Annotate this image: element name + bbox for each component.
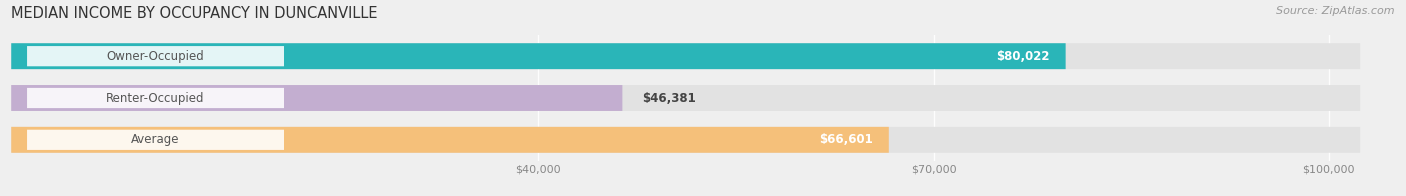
FancyBboxPatch shape bbox=[11, 127, 889, 153]
FancyBboxPatch shape bbox=[11, 43, 1360, 69]
Text: Renter-Occupied: Renter-Occupied bbox=[107, 92, 205, 104]
FancyBboxPatch shape bbox=[11, 85, 1360, 111]
Text: $66,601: $66,601 bbox=[820, 133, 873, 146]
Text: Owner-Occupied: Owner-Occupied bbox=[107, 50, 204, 63]
Text: $80,022: $80,022 bbox=[997, 50, 1050, 63]
Text: Source: ZipAtlas.com: Source: ZipAtlas.com bbox=[1277, 6, 1395, 16]
FancyBboxPatch shape bbox=[11, 43, 1066, 69]
Text: $46,381: $46,381 bbox=[643, 92, 696, 104]
FancyBboxPatch shape bbox=[11, 85, 623, 111]
FancyBboxPatch shape bbox=[27, 88, 284, 108]
Text: MEDIAN INCOME BY OCCUPANCY IN DUNCANVILLE: MEDIAN INCOME BY OCCUPANCY IN DUNCANVILL… bbox=[11, 6, 378, 21]
FancyBboxPatch shape bbox=[11, 127, 1360, 153]
Text: Average: Average bbox=[131, 133, 180, 146]
FancyBboxPatch shape bbox=[27, 46, 284, 66]
FancyBboxPatch shape bbox=[27, 130, 284, 150]
